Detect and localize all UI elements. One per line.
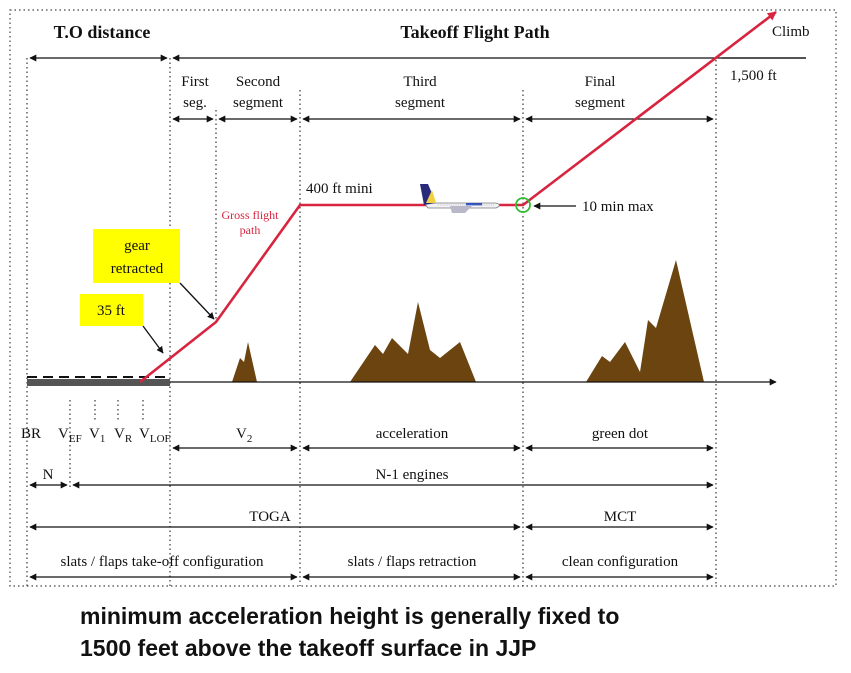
n-engines-label: N	[43, 467, 54, 483]
v1-label: V1	[89, 426, 105, 445]
second-segment-label-2: segment	[233, 95, 284, 111]
ft35-pointer	[142, 325, 164, 354]
second-segment-label: Second	[236, 74, 281, 90]
altitude-1500-label: 1,500 ft	[730, 68, 777, 84]
diagram-frame	[9, 9, 837, 587]
third-segment-label: Third	[403, 74, 437, 90]
gross-flight-path-line	[139, 10, 777, 384]
caption: minimum acceleration height is generally…	[80, 600, 840, 664]
climb-label: Climb	[772, 24, 810, 40]
vlof-label: VLOF	[139, 426, 171, 445]
caption-line-1: minimum acceleration height is generally…	[80, 603, 620, 629]
phase-guides	[26, 58, 717, 586]
ten-min-max-label: 10 min max	[582, 199, 654, 215]
gross-flight-path-label: Gross flight	[222, 208, 280, 222]
green-dot-marker	[515, 197, 531, 213]
vef-label: VEF	[58, 426, 82, 445]
gear-retracted-pointer	[179, 282, 215, 320]
gear-retracted-label: gear	[124, 238, 150, 254]
ft35-callout	[80, 294, 143, 326]
final-segment-label-2: segment	[575, 95, 626, 111]
takeoff-profile-diagram: T.O distance Takeoff Flight Path Climb F…	[9, 9, 837, 587]
v2-label: V2	[236, 426, 252, 445]
third-segment-label-2: segment	[395, 95, 446, 111]
first-segment-label-2: seg.	[183, 95, 207, 111]
mountain-range-middle	[350, 302, 476, 382]
takeoff-flight-path-header: Takeoff Flight Path	[400, 22, 549, 42]
acceleration-label: acceleration	[376, 426, 449, 442]
clean-config-label: clean configuration	[562, 554, 679, 570]
caption-line-2: 1500 feet above the takeoff surface in J…	[80, 635, 537, 661]
gear-retracted-callout	[93, 229, 180, 283]
n-minus-1-label: N-1 engines	[376, 467, 449, 483]
takeoff-config-label: slats / flaps take-off configuration	[61, 554, 264, 570]
terrain-mountains	[232, 260, 704, 382]
mct-label: MCT	[604, 509, 637, 525]
gear-retracted-label-2: retracted	[111, 261, 164, 277]
to-distance-header: T.O distance	[54, 22, 151, 42]
runway	[27, 379, 170, 386]
gross-flight-path-label-2: path	[240, 223, 261, 237]
toga-label: TOGA	[249, 509, 291, 525]
vr-label: VR	[114, 426, 133, 445]
mountain-range-right	[586, 260, 704, 382]
green-dot-label: green dot	[592, 426, 649, 442]
aircraft-icon	[420, 184, 500, 213]
final-segment-label: Final	[585, 74, 616, 90]
retraction-config-label: slats / flaps retraction	[348, 554, 477, 570]
first-segment-label: First	[181, 74, 209, 90]
br-label: BR	[21, 426, 41, 442]
mountain-small	[232, 342, 257, 382]
altitude-400-label: 400 ft mini	[306, 181, 373, 197]
ft35-label: 35 ft	[97, 303, 126, 319]
